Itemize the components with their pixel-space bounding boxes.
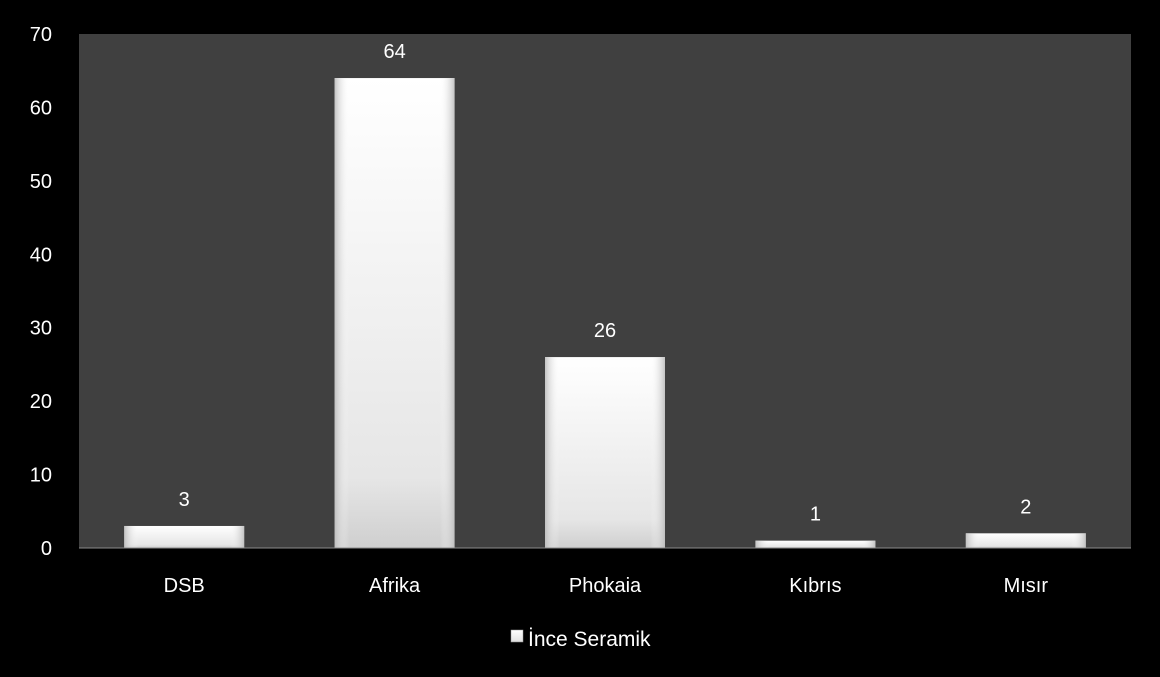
legend: İnce Seramik xyxy=(510,628,651,651)
data-label: 1 xyxy=(810,504,821,526)
bar-shading xyxy=(755,540,876,548)
x-category-label: DSB xyxy=(164,575,205,597)
bar-shading xyxy=(334,78,455,549)
x-category-label: Kıbrıs xyxy=(789,575,841,597)
y-tick-label: 0 xyxy=(41,538,52,560)
bar-shading xyxy=(965,533,1086,548)
y-tick-label: 30 xyxy=(30,318,52,340)
y-tick-label: 20 xyxy=(30,391,52,413)
y-tick-label: 50 xyxy=(30,171,52,193)
data-labels-group: 3 64 26 1 2 xyxy=(179,41,1032,526)
y-tick-label: 10 xyxy=(30,465,52,487)
x-category-label: Afrika xyxy=(369,575,421,597)
y-axis: 0 10 20 30 40 50 60 70 xyxy=(30,24,52,560)
y-tick-label: 70 xyxy=(30,24,52,46)
x-category-label: Phokaia xyxy=(569,575,642,597)
bar-shading xyxy=(124,525,245,548)
data-label: 64 xyxy=(383,41,405,63)
data-label: 3 xyxy=(179,489,190,511)
x-category-label: Mısır xyxy=(1004,575,1049,597)
bar-shading xyxy=(545,357,665,548)
x-axis: DSB Afrika Phokaia Kıbrıs Mısır xyxy=(79,547,1131,597)
data-label: 26 xyxy=(594,320,616,342)
legend-label: İnce Seramik xyxy=(528,628,651,651)
legend-swatch xyxy=(510,629,524,643)
bars-group xyxy=(124,78,1086,549)
y-tick-label: 40 xyxy=(30,244,52,266)
data-label: 2 xyxy=(1020,496,1031,518)
y-tick-label: 60 xyxy=(30,97,52,119)
